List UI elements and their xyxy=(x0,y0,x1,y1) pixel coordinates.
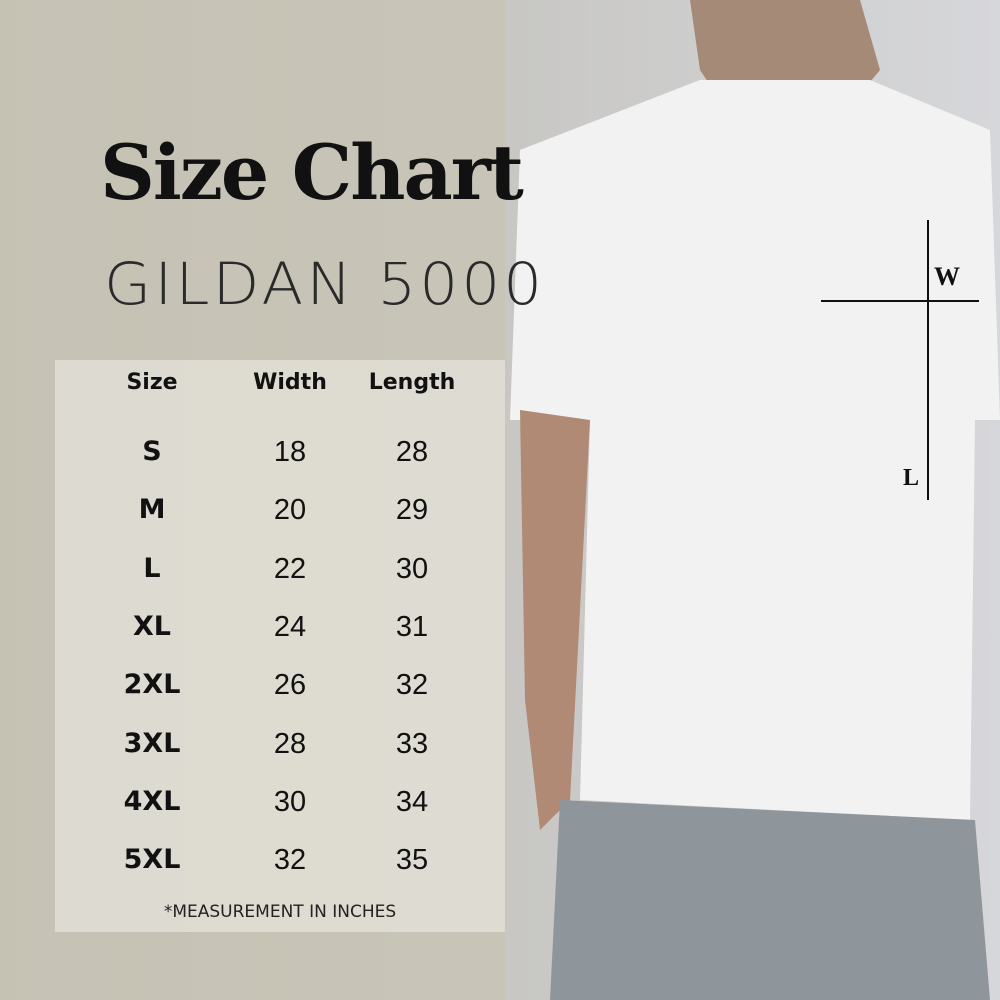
length-cell: 28 xyxy=(395,436,429,468)
width-cell: 30 xyxy=(273,785,307,818)
column-header: Size xyxy=(126,370,178,395)
width-cell: 22 xyxy=(273,552,307,585)
length-cell: 34 xyxy=(395,785,429,818)
length-label: L xyxy=(903,465,920,491)
page-title: Size Chart xyxy=(100,128,524,217)
product-name: GILDAN 5000 xyxy=(104,250,546,318)
size-cell: L xyxy=(143,552,161,584)
length-cell: 30 xyxy=(395,552,429,585)
size-table xyxy=(55,360,505,932)
length-cell: 32 xyxy=(395,669,429,702)
length-line xyxy=(927,220,929,500)
width-label: W xyxy=(934,262,960,291)
size-cell: 5XL xyxy=(123,844,181,876)
size-cell: 3XL xyxy=(123,727,181,759)
column-header: Width xyxy=(253,370,327,395)
size-cell: M xyxy=(138,494,166,526)
width-line xyxy=(821,300,979,302)
length-cell: 33 xyxy=(395,727,429,760)
size-cell: XL xyxy=(132,610,172,642)
width-cell: 28 xyxy=(273,727,307,760)
size-cell: 4XL xyxy=(123,785,181,817)
width-cell: 24 xyxy=(273,610,307,643)
width-cell: 20 xyxy=(273,494,307,527)
length-cell: 29 xyxy=(395,494,429,527)
size-cell: 2XL xyxy=(123,669,181,701)
column-header: Length xyxy=(368,370,456,395)
size-cell: S xyxy=(142,436,162,467)
measurement-note: *MEASUREMENT IN INCHES xyxy=(163,902,397,922)
width-cell: 32 xyxy=(273,844,307,877)
width-cell: 18 xyxy=(273,436,307,468)
length-cell: 35 xyxy=(395,844,429,877)
length-cell: 31 xyxy=(395,610,429,643)
width-cell: 26 xyxy=(273,669,307,702)
